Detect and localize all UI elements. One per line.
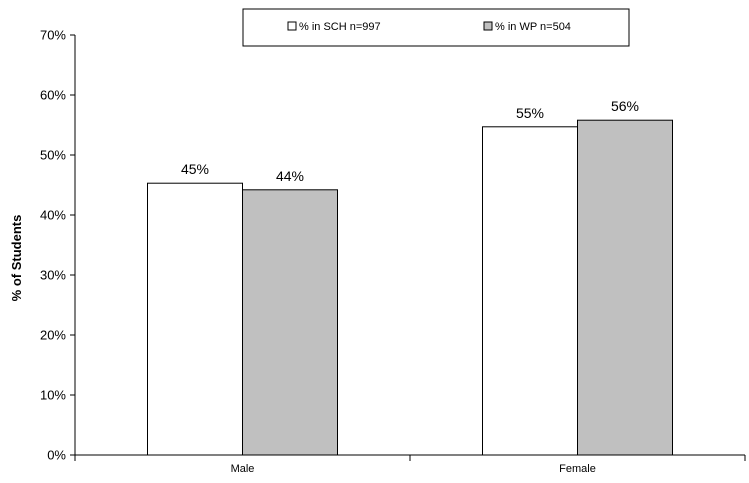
y-axis-ticks: 0% 10% 20% 30% 40% 50% 60% 70% [40, 28, 75, 463]
y-tick-label: 50% [40, 148, 66, 163]
y-tick-label: 60% [40, 88, 66, 103]
x-axis-ticks: Male Female [74, 455, 746, 475]
y-tick-label: 10% [40, 388, 66, 403]
y-tick-label: 0% [47, 448, 66, 463]
bar-labels-group: 45% 55% 44% 56% [181, 98, 639, 184]
bar [577, 119, 673, 456]
bar [147, 182, 243, 456]
bars-group [147, 119, 673, 456]
y-axis-title: % of Students [9, 215, 24, 302]
y-tick-label: 20% [40, 328, 66, 343]
bar-value-label: 55% [516, 105, 544, 121]
legend: % in SCH n=997 % in WP n=504 [242, 8, 630, 47]
legend-box [242, 8, 630, 47]
bar-value-label: 44% [276, 168, 304, 184]
legend-swatch [287, 21, 297, 31]
y-tick-label: 40% [40, 208, 66, 223]
bar [482, 126, 578, 456]
legend-label: % in WP n=504 [495, 21, 571, 33]
bar-value-label: 45% [181, 161, 209, 177]
x-category-label: Male [231, 463, 255, 475]
y-tick-label: 30% [40, 268, 66, 283]
y-tick-label: 70% [40, 28, 66, 43]
legend-label: % in SCH n=997 [299, 21, 381, 33]
legend-swatch [483, 21, 493, 31]
x-category-label: Female [559, 463, 596, 475]
bar [242, 189, 338, 456]
bar-value-label: 56% [611, 98, 639, 114]
